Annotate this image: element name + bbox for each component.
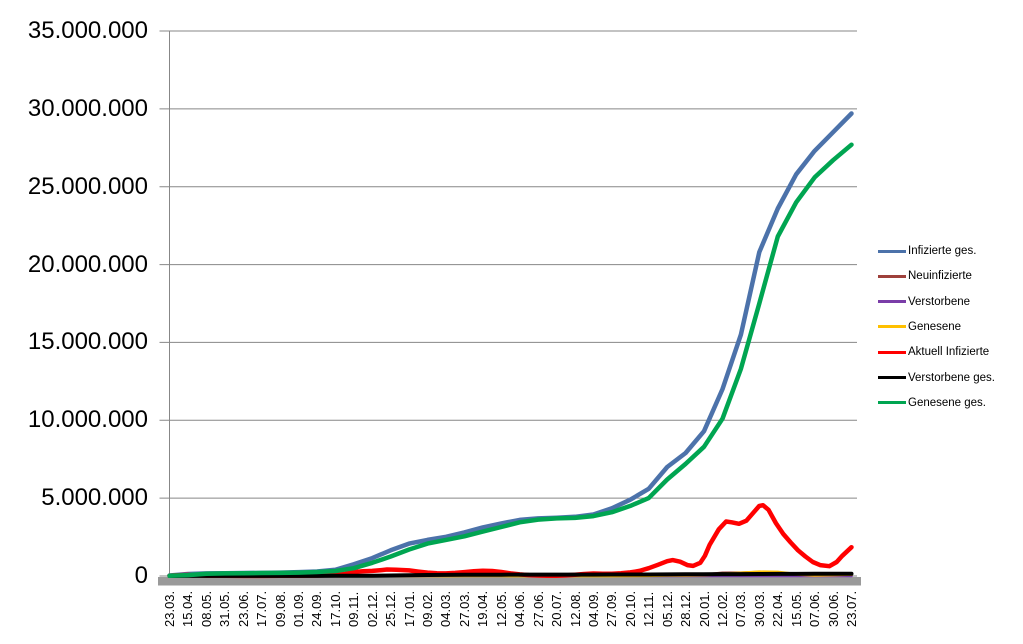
legend-swatch	[878, 325, 906, 329]
x-axis-tick-label: 27.06.	[530, 590, 546, 627]
x-axis-tick-label: 17.07.	[254, 590, 270, 627]
x-axis-tick-label: 15.04.	[180, 590, 196, 627]
x-axis-tick-label: 23.07.	[843, 590, 859, 627]
legend-swatch	[878, 274, 906, 278]
legend-item: Neuinfizierte	[878, 269, 972, 283]
legend-label: Genesene ges.	[908, 396, 987, 409]
series-line-aktuell-infizierte	[167, 502, 854, 579]
x-axis-tick-label: 24.09.	[309, 590, 325, 627]
x-axis-tick-label: 20.01.	[696, 590, 712, 627]
series-line-genesene-ges	[167, 142, 854, 579]
x-axis-tick-label: 20.07.	[549, 590, 565, 627]
x-axis-tick-label: 30.03.	[751, 590, 767, 627]
legend-swatch	[878, 300, 906, 304]
legend-swatch	[878, 350, 906, 354]
x-axis-tick-label: 09.11.	[346, 591, 362, 627]
y-axis-tick-label: 25.000.000	[27, 172, 148, 200]
legend-swatch	[878, 401, 906, 405]
x-axis-tick-label: 12.11.	[641, 591, 657, 627]
legend-item: Verstorbene	[878, 295, 970, 309]
x-axis-tick-label: 23.03.	[162, 590, 177, 627]
x-axis-tick-label: 01.09.	[291, 590, 307, 627]
legend-item: Verstorbene ges.	[878, 371, 995, 385]
x-axis-tick-label: 22.04.	[770, 590, 786, 627]
x-axis-tick-label: 30.06.	[825, 590, 841, 627]
legend-label: Verstorbene	[908, 295, 971, 308]
x-axis-tick-label: 08.05.	[198, 590, 214, 627]
legend-item: Aktuell Infizierte	[878, 345, 989, 359]
legend-label: Infizierte ges.	[908, 245, 977, 257]
legend-label: Genesene	[908, 320, 962, 333]
x-axis-tick-label: 17.01.	[401, 590, 417, 627]
legend-item: Genesene ges.	[878, 396, 986, 410]
x-axis-tick-label: 25.12.	[383, 590, 399, 627]
y-axis-tick-label: 10.000.000	[27, 406, 148, 434]
legend-item: Infizierte ges.	[878, 244, 976, 258]
x-axis-tick-label: 28.12.	[678, 590, 694, 627]
y-axis-tick-label: 35.000.000	[27, 17, 148, 44]
legend-swatch	[878, 249, 906, 253]
x-axis-tick-label: 19.04.	[475, 590, 491, 627]
x-axis-tick-label: 05.12.	[659, 590, 675, 627]
x-axis-tick-label: 27.09.	[604, 590, 620, 627]
y-axis-tick-label: 5.000.000	[41, 484, 148, 512]
y-axis-tick-label: 20.000.000	[27, 250, 148, 278]
x-axis-tick-label: 15.05.	[788, 590, 804, 627]
x-axis-tick-label: 02.12.	[364, 590, 380, 627]
x-axis-tick-label: 07.03.	[733, 590, 749, 627]
y-axis-tick-label: 30.000.000	[27, 94, 148, 122]
x-axis-tick-label: 04.06.	[512, 590, 528, 627]
x-axis-tick-label: 09.08.	[272, 590, 288, 627]
x-axis-tick-label: 17.10.	[327, 590, 343, 627]
x-axis-tick-label: 04.03.	[438, 590, 454, 627]
y-axis-tick-label: 0	[134, 562, 148, 589]
x-axis-tick-label: 27.03.	[456, 590, 472, 627]
x-axis-tick-label: 20.10.	[622, 590, 638, 627]
x-axis-tick-label: 07.06.	[807, 590, 823, 627]
x-axis-tick-label: 12.05.	[493, 590, 509, 627]
x-axis-tick-label: 12.02.	[714, 590, 730, 627]
y-axis-tick-label: 15.000.000	[27, 328, 148, 356]
series-line-verstorbene-ges	[167, 571, 854, 578]
legend-label: Verstorbene ges.	[908, 371, 995, 384]
x-axis-tick-label: 23.06.	[235, 590, 251, 627]
x-axis-tick-label: 12.08.	[567, 590, 583, 627]
legend-item: Genesene	[878, 320, 961, 334]
x-axis-tick-label: 09.02.	[420, 590, 436, 627]
legend-swatch	[878, 376, 906, 379]
legend-label: Neuinfizierte	[908, 270, 972, 283]
x-axis-bar	[158, 577, 861, 586]
legend-label: Aktuell Infizierte	[908, 346, 990, 359]
x-axis-tick-label: 04.09.	[585, 590, 601, 627]
x-axis-tick-label: 31.05.	[217, 590, 233, 627]
